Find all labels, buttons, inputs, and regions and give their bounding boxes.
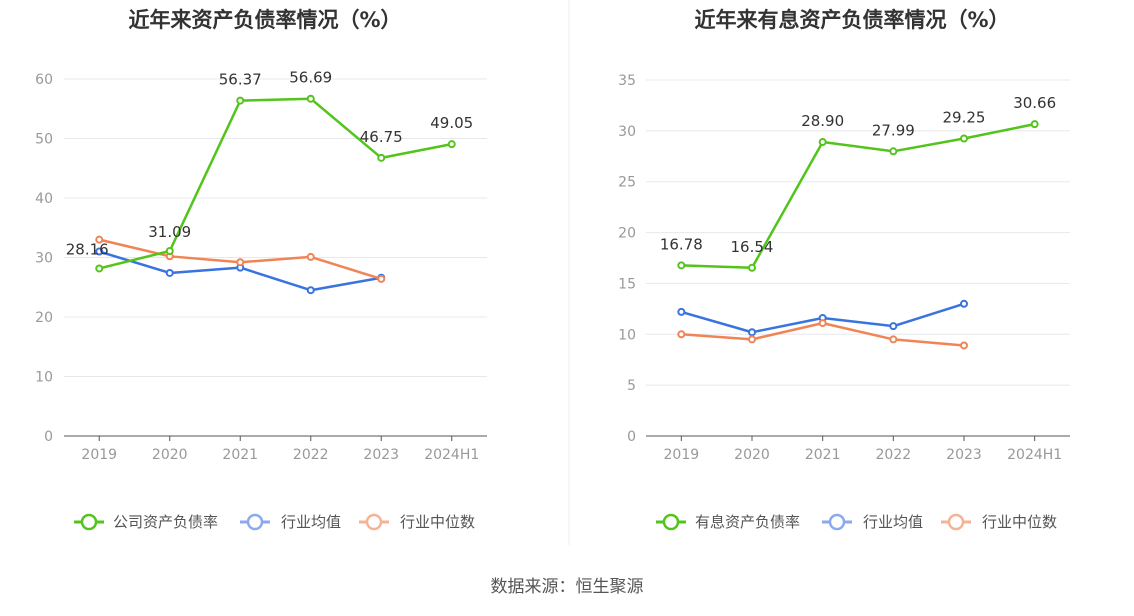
data-label: 49.05 [430,114,473,132]
debt-ratio-chart: 近年来资产负债率情况（%） 0 10 20 30 40 50 60 2019 2020 2021 20… [35,8,487,531]
x-tick-label: 2024H1 [1007,447,1062,463]
data-label: 16.78 [660,235,703,253]
y-tick-label: 30 [618,124,636,140]
data-point [748,263,756,272]
y-tick-label: 15 [618,276,636,292]
series-line [681,122,1035,270]
legend-label: 行业均值 [281,513,341,531]
data-point [95,235,104,244]
data-point [377,153,386,162]
data-point [447,140,456,149]
data-point [960,299,968,308]
data-point [165,268,174,277]
data-point [818,319,827,328]
x-tick-label: 2023 [363,447,399,463]
data-point [889,335,898,344]
legend-marker-icon [246,513,264,531]
x-tick-label: 2020 [734,447,770,463]
data-label: 28.90 [801,112,844,130]
legend-item[interactable]: 行业均值 [240,513,341,531]
legend-marker-icon [828,513,846,531]
legend-marker-icon [947,513,965,531]
data-point [960,134,968,143]
data-label: 27.99 [872,121,915,139]
y-tick-label: 20 [35,310,53,326]
x-tick-label: 2023 [946,447,982,463]
x-tick-label: 2022 [876,447,912,463]
series-line [98,97,452,270]
data-point [165,247,174,256]
data-point [95,247,104,256]
x-tick-label: 2022 [293,447,329,463]
data-point [677,307,686,316]
legend-label: 有息资产负债率 [695,513,800,531]
data-point [95,264,104,273]
data-label: 16.54 [731,238,774,256]
x-tick-label: 2019 [664,447,700,463]
y-tick-label: 20 [618,226,636,242]
x-tick-label: 2024H1 [424,447,479,463]
data-point [236,258,245,267]
data-point [748,328,756,337]
data-label: 46.75 [360,128,403,146]
y-tick-label: 0 [44,429,53,445]
legend-item[interactable]: 行业中位数 [941,513,1057,531]
legend-item[interactable]: 公司资产负债率 [74,513,218,531]
data-label: 56.69 [289,69,332,87]
legend-marker-icon [365,513,383,531]
data-point [677,261,686,270]
legend-marker-icon [80,513,98,531]
chart-title: 近年来有息资产负债率情况（%） [694,8,1009,32]
y-tick-label: 40 [35,191,53,207]
y-tick-label: 60 [35,72,53,88]
legend-label: 行业均值 [863,513,923,531]
data-point [889,322,898,331]
data-point [960,341,968,350]
legend-item[interactable]: 行业均值 [822,513,923,531]
x-tick-label: 2019 [81,447,117,463]
data-point [236,96,245,105]
source-note: 数据来源：恒生聚源 [491,577,644,597]
data-point [748,335,756,344]
data-point [306,94,315,103]
legend-label: 行业中位数 [400,513,475,531]
data-point [306,286,315,295]
data-point [377,274,386,283]
y-tick-label: 10 [618,327,636,343]
x-tick-label: 2020 [152,447,188,463]
data-point [677,330,686,339]
y-tick-label: 10 [35,370,53,386]
x-tick-label: 2021 [805,447,841,463]
legend-marker-icon [662,513,680,531]
data-label: 28.16 [66,240,109,258]
chart-title: 近年来资产负债率情况（%） [128,8,401,32]
legend-label: 公司资产负债率 [113,513,218,531]
interest-bearing-debt-ratio-chart: 近年来有息资产负债率情况（%） 0 5 10 15 20 25 30 35 2019 2020 202… [618,8,1070,531]
y-tick-label: 25 [618,175,636,191]
legend-item[interactable]: 有息资产负债率 [656,513,800,531]
data-label: 31.09 [148,223,191,241]
data-label: 29.25 [943,108,986,126]
y-tick-label: 35 [618,73,636,89]
y-tick-label: 30 [35,251,53,267]
x-tick-label: 2021 [222,447,258,463]
y-tick-label: 0 [627,429,636,445]
legend-label: 行业中位数 [982,513,1057,531]
data-point [306,252,315,261]
data-label: 30.66 [1013,94,1056,112]
data-point [889,147,898,156]
data-label: 56.37 [219,71,262,89]
legend-item[interactable]: 行业中位数 [359,513,475,531]
data-point [818,138,827,147]
y-tick-label: 5 [627,378,636,394]
data-point [1030,120,1039,129]
y-tick-label: 50 [35,132,53,148]
